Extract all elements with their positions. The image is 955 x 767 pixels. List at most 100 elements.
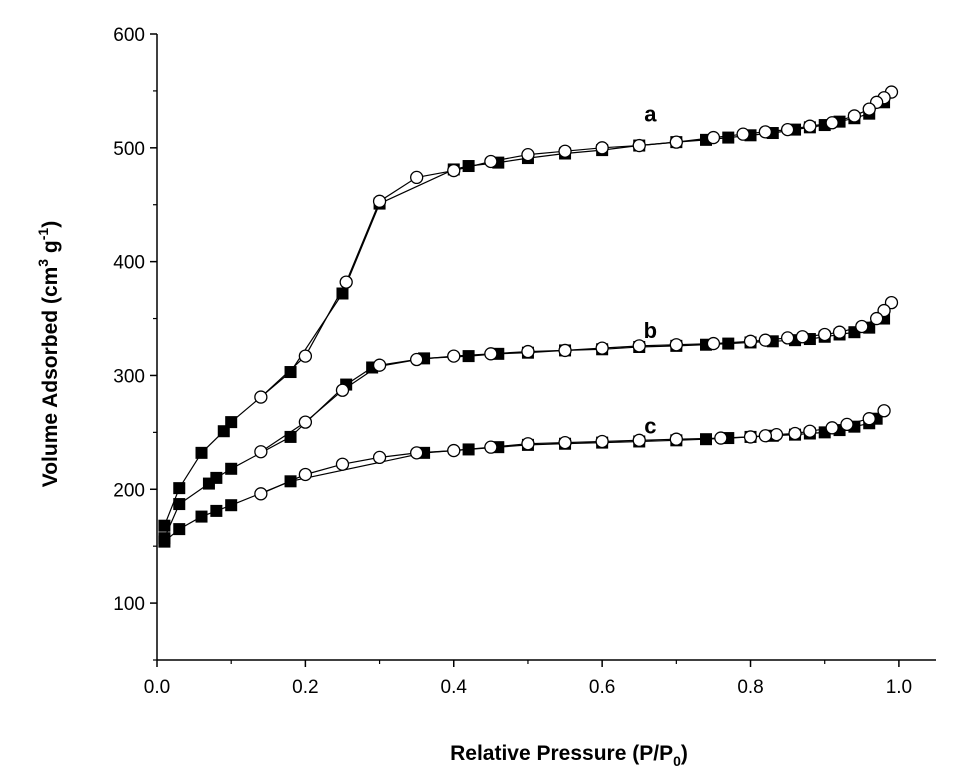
series-a-desorption-point — [862, 102, 876, 116]
series-a-adsorption-point — [336, 287, 349, 300]
series-a-desorption-point — [706, 130, 721, 145]
series-a-desorption-point — [847, 109, 862, 123]
series-c-desorption-point — [335, 457, 350, 471]
series-c-adsorption-point — [284, 475, 297, 488]
series-b-desorption-point — [706, 336, 721, 351]
series-b: b — [158, 295, 899, 545]
series-b-adsorption-point — [462, 350, 475, 363]
series-c-desorption-point — [788, 426, 802, 441]
y-tick-label: 100 — [113, 594, 145, 615]
x-axis-title-subscript: 0 — [673, 753, 681, 767]
x-tick-label: 0.4 — [441, 677, 468, 698]
series-c: c — [158, 404, 891, 548]
series-b-desorption-point — [254, 445, 268, 459]
y-axis-title-main: Volume Adsorbed (cm — [39, 267, 62, 488]
x-axis-title-close: ) — [681, 742, 688, 765]
series-c-desorption-point — [447, 443, 461, 458]
y-tick-label: 200 — [113, 480, 145, 501]
series-c-desorption-point — [484, 440, 498, 454]
series-b-desorption-point — [780, 331, 795, 345]
series-c-desorption-point — [758, 429, 773, 443]
series-a-desorption-point — [254, 390, 268, 404]
y-tick-label: 300 — [113, 366, 145, 387]
series-b-desorption-point — [632, 339, 646, 353]
y-axis-title-superscript-2: -1 — [35, 228, 51, 241]
series-b-desorption-point — [669, 338, 683, 352]
series-a-adsorption-point — [173, 482, 186, 495]
series-a-desorption-point — [298, 349, 313, 363]
series-b-desorption-point — [558, 343, 572, 358]
series-a-desorption-point — [825, 116, 839, 130]
series-a-desorption-point — [780, 122, 795, 137]
series-a-desorption-point — [595, 141, 609, 155]
x-tick-label: 1.0 — [886, 677, 912, 698]
x-axis-title-main: Relative Pressure (P/P — [450, 742, 673, 765]
series-b-desorption-point — [372, 358, 387, 372]
series-a-desorption-point — [632, 138, 646, 153]
series-a-desorption-point — [447, 163, 461, 178]
series-b-adsorption-point — [284, 430, 297, 443]
series-a-adsorption-point — [462, 160, 475, 173]
y-tick-label: 400 — [113, 253, 145, 274]
series-c-desorption-point — [372, 450, 387, 465]
y-axis-title: Volume Adsorbed (cm3 g-1) — [35, 221, 62, 487]
series-c-desorption-point — [632, 433, 646, 447]
y-axis-title-mid: g — [39, 240, 62, 259]
series-a: a — [158, 85, 899, 532]
series-c-adsorption-point — [210, 504, 223, 517]
series-b-desorption-point — [484, 347, 498, 361]
series-c-desorption-point — [862, 412, 876, 426]
series-a-adsorption-point — [158, 519, 171, 532]
series-c-desorption-point — [840, 417, 854, 432]
series-c-desorption-point — [669, 432, 683, 446]
series-a-desorption-point — [372, 194, 387, 208]
x-axis-title: Relative Pressure (P/P0) — [450, 742, 688, 767]
series-c-desorption-point — [558, 435, 572, 450]
series-a-adsorption-point — [722, 131, 735, 144]
series-a-label: a — [644, 102, 657, 127]
series-b-adsorption-point — [173, 498, 186, 511]
series-b-desorption-point — [818, 327, 832, 342]
series-b-desorption-point — [447, 349, 461, 363]
series-c-desorption-point — [877, 404, 891, 418]
series-a-desorption-point — [736, 127, 750, 141]
series-b-desorption-point — [335, 383, 350, 397]
series-b-desorption-point — [758, 333, 773, 347]
series-c-desorption-point — [743, 430, 758, 444]
series-a-adsorption-point — [284, 366, 297, 379]
series-b-desorption-point — [795, 330, 810, 344]
y-tick-label: 500 — [113, 139, 145, 160]
axes: 0.0 0.2 0.4 0.6 0.8 1.0 100 200 300 400 500 600 — [113, 25, 936, 698]
series-b-desorption-point — [410, 352, 424, 367]
series-b-desorption-point — [521, 344, 535, 359]
series-b-adsorption-point — [225, 462, 238, 475]
series-b-desorption-point — [869, 311, 884, 326]
series-c-label: c — [644, 414, 656, 439]
plot-area: a b c — [158, 85, 899, 548]
series-c-adsorption-point — [700, 433, 713, 446]
series-a-desorption-point — [803, 119, 817, 133]
x-tick-label: 0.2 — [292, 677, 318, 698]
series-a-desorption-point — [521, 147, 535, 162]
series-c-desorption-point — [254, 487, 268, 501]
series-c-desorption-point — [769, 427, 784, 442]
series-c-adsorption-point — [158, 535, 171, 548]
series-b-desorption-point — [743, 334, 758, 348]
series-c-desorption-point — [803, 424, 817, 438]
x-tick-label: 0.0 — [144, 677, 170, 698]
series-b-desorption-point — [855, 319, 869, 334]
series-c-adsorption-point — [225, 499, 238, 512]
series-a-adsorption-point — [818, 119, 831, 132]
series-c-adsorption-point — [462, 443, 475, 456]
series-a-desorption-point — [558, 144, 572, 158]
series-a-adsorption-point — [225, 416, 238, 429]
series-c-desorption-point — [595, 434, 609, 449]
series-a-desorption-point — [669, 135, 683, 149]
series-b-desorption-point — [298, 415, 313, 429]
series-c-desorption-point — [825, 421, 839, 435]
series-c-desorption-point — [410, 446, 424, 460]
series-b-adsorption-point — [722, 337, 735, 350]
series-a-desorption-point — [758, 125, 773, 139]
series-c-desorption-point — [521, 437, 535, 451]
